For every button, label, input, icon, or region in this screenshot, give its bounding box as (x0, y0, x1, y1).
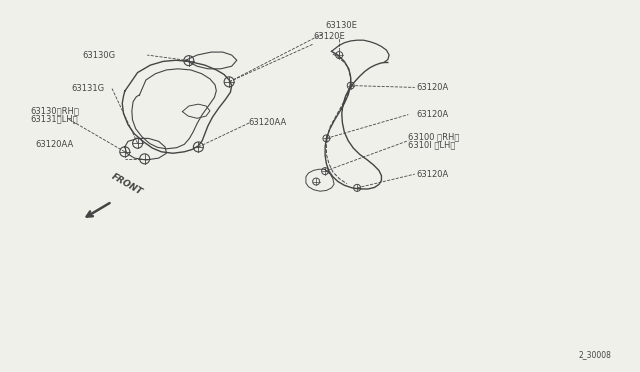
Text: 6310I 〈LH〉: 6310I 〈LH〉 (408, 141, 456, 150)
Text: 63120AA: 63120AA (35, 140, 74, 149)
Text: 63120E: 63120E (314, 32, 346, 41)
Text: 63130E: 63130E (325, 21, 357, 30)
Text: 63120A: 63120A (416, 170, 448, 179)
Text: FRONT: FRONT (110, 172, 144, 197)
Text: 63120A: 63120A (416, 110, 448, 119)
Text: 2_30008: 2_30008 (579, 350, 611, 359)
Text: 63131G: 63131G (72, 84, 105, 93)
Text: 63130G: 63130G (82, 51, 115, 60)
Text: 63130〈RH〉: 63130〈RH〉 (31, 106, 79, 115)
Text: 63131〈LH〉: 63131〈LH〉 (31, 115, 78, 124)
Text: 63100 〈RH〉: 63100 〈RH〉 (408, 132, 460, 141)
Text: 63120AA: 63120AA (248, 118, 287, 126)
Text: 63120A: 63120A (416, 83, 448, 92)
